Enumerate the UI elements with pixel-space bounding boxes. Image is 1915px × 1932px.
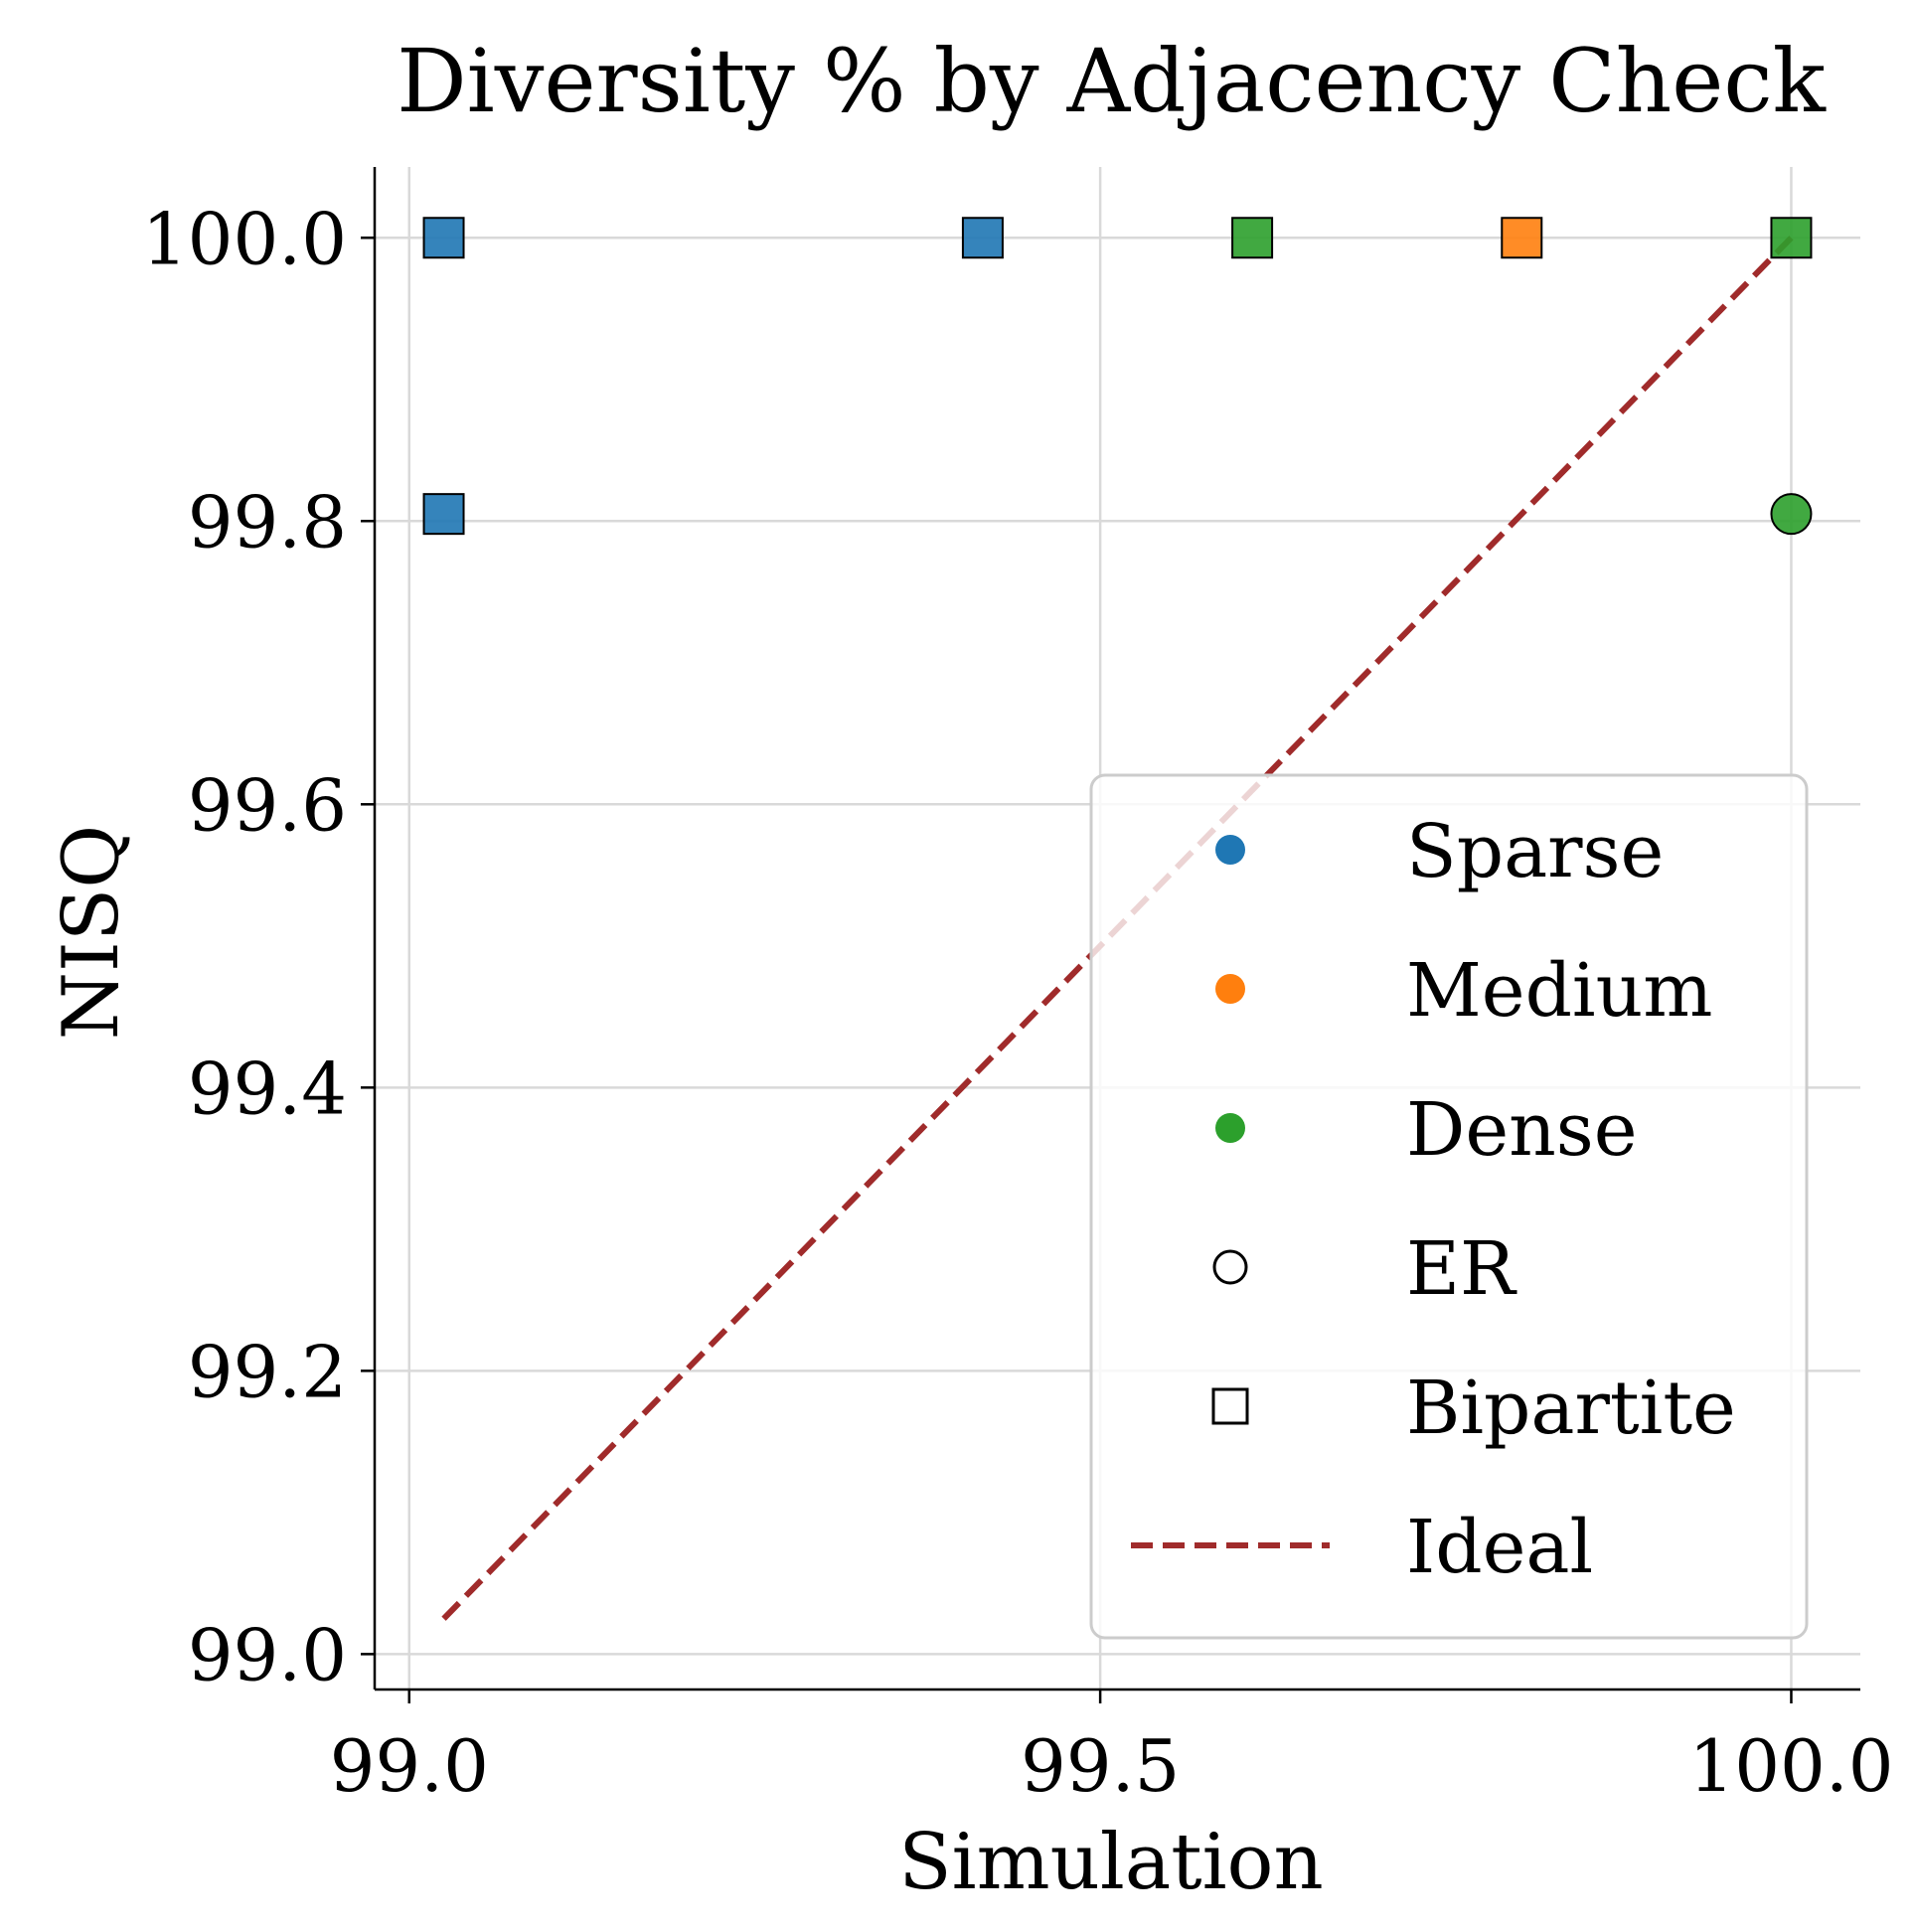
x-tick-label: 100.0 xyxy=(1688,1724,1893,1808)
legend-label-ideal: Ideal xyxy=(1406,1505,1593,1590)
legend-marker-sparse xyxy=(1215,835,1245,865)
data-point-sparse-bipartite xyxy=(961,217,1004,259)
y-tick-label: 99.8 xyxy=(188,480,347,564)
legend-marker-medium xyxy=(1215,974,1245,1004)
legend-box xyxy=(1089,773,1809,1640)
legend-marker-er xyxy=(1212,1249,1248,1285)
y-tick-label: 99.0 xyxy=(188,1613,347,1696)
data-points xyxy=(422,217,1813,536)
data-point-sparse-bipartite xyxy=(422,493,465,536)
legend: Sparse Medium Dense ER Bipartite Ideal xyxy=(1089,773,1809,1640)
legend-marker-bipartite xyxy=(1211,1387,1249,1425)
axes: 99.0 99.5 100.0 99.0 99.2 99.4 99.6 99.8 100.0 xyxy=(142,167,1894,1808)
legend-label-er: ER xyxy=(1406,1226,1517,1312)
legend-marker-dense xyxy=(1215,1113,1245,1143)
x-tick-label: 99.5 xyxy=(1021,1724,1180,1808)
legend-label-dense: Dense xyxy=(1406,1087,1638,1173)
legend-label-sparse: Sparse xyxy=(1406,809,1664,894)
data-point-dense-er xyxy=(1770,493,1813,536)
data-point-dense-bipartite xyxy=(1770,217,1813,259)
y-tick-label: 99.6 xyxy=(188,763,347,847)
data-point-dense-bipartite xyxy=(1231,217,1274,259)
legend-label-bipartite: Bipartite xyxy=(1406,1366,1736,1451)
y-axis-label: NISQ xyxy=(47,825,136,1040)
x-tick-label: 99.0 xyxy=(330,1724,489,1808)
legend-label-medium: Medium xyxy=(1406,948,1712,1034)
x-axis-label: Simulation xyxy=(898,1818,1324,1907)
y-tick-label: 99.4 xyxy=(188,1046,347,1130)
data-point-sparse-bipartite xyxy=(422,217,465,259)
chart-title: Diversity % by Adjacency Check xyxy=(397,30,1827,132)
data-point-medium-bipartite xyxy=(1501,217,1543,259)
y-tick-label: 99.2 xyxy=(188,1330,347,1413)
y-tick-label: 100.0 xyxy=(142,197,347,280)
